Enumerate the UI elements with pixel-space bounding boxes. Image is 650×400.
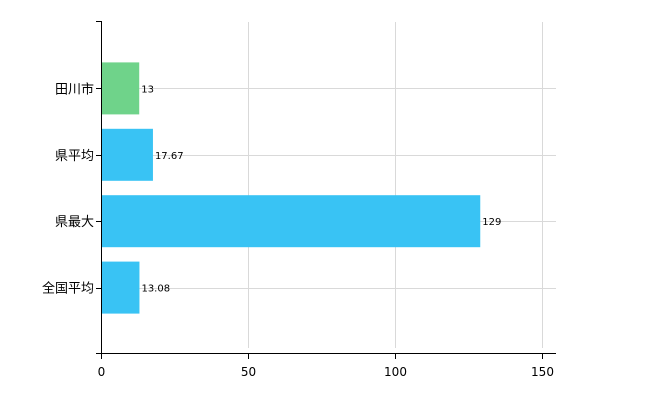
x-tick-label: 0: [98, 365, 106, 379]
x-tick-label: 100: [384, 365, 407, 379]
labels: 田川市 13 県平均 17.67 県最大 129 全国平均 13.08 0 50 100 150: [42, 81, 554, 379]
grid-lines: [101, 22, 556, 348]
bars: [102, 62, 481, 314]
bar: [102, 261, 140, 314]
category-label: 田川市: [55, 81, 94, 97]
data-label: 13.08: [141, 284, 170, 295]
data-label: 129: [482, 217, 501, 228]
axes: [96, 21, 556, 359]
data-label: 17.67: [155, 151, 184, 162]
x-tick-label: 150: [531, 365, 554, 379]
category-label: 全国平均: [42, 281, 94, 297]
x-tick-label: 50: [241, 365, 256, 379]
category-label: 県最大: [55, 215, 94, 230]
bar: [102, 128, 153, 181]
category-label: 県平均: [55, 149, 94, 164]
bar: [102, 195, 481, 248]
bar: [102, 62, 140, 115]
data-label: 13: [141, 84, 154, 95]
